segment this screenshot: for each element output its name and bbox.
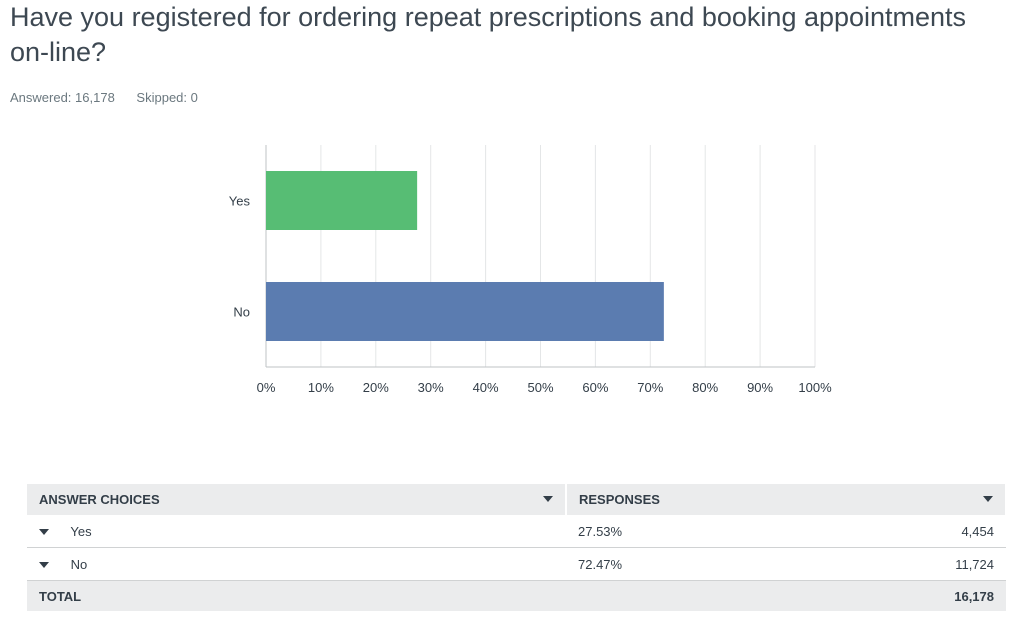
category-label: Yes [229, 194, 251, 209]
x-tick-label: 20% [363, 380, 389, 395]
x-tick-label: 90% [747, 380, 773, 395]
response-count: 4,454 [961, 523, 994, 539]
bar-no[interactable] [266, 282, 664, 341]
sort-down-icon[interactable] [543, 496, 553, 502]
category-label: No [233, 305, 250, 320]
response-count: 11,724 [955, 556, 994, 572]
x-tick-label: 60% [582, 380, 608, 395]
table-row: No 72.47% 11,724 [27, 547, 1006, 581]
x-tick-label: 70% [637, 380, 663, 395]
x-tick-label: 40% [473, 380, 499, 395]
skipped-count: Skipped: 0 [136, 90, 198, 105]
x-tick-label: 30% [418, 380, 444, 395]
x-tick-label: 80% [692, 380, 718, 395]
response-cell: 27.53% 4,454 [566, 515, 1006, 548]
answered-count: Answered: 16,178 [10, 90, 115, 105]
answer-choices-header[interactable]: ANSWER CHOICES [27, 484, 567, 515]
choice-cell[interactable]: No [27, 547, 566, 581]
choice-cell[interactable]: Yes [27, 515, 566, 548]
bar-chart: 0% 10% 20% 30% 40% 50% 60% 70% 80% 90% 100% Yes No [229, 145, 832, 395]
total-label: TOTAL [27, 580, 566, 611]
bar-yes[interactable] [266, 171, 418, 230]
responses-table: ANSWER CHOICES RESPONSES Yes 27.53% 4,45… [27, 484, 1007, 611]
total-row: TOTAL 16,178 [27, 580, 1006, 611]
responses-header[interactable]: RESPONSES [566, 484, 1007, 515]
x-tick-label: 0% [257, 380, 276, 395]
total-cell: 16,178 [566, 580, 1006, 611]
table-row: Yes 27.53% 4,454 [27, 515, 1006, 548]
response-cell: 72.47% 11,724 [566, 547, 1006, 581]
x-tick-label: 50% [527, 380, 553, 395]
response-percent: 72.47% [578, 556, 623, 572]
question-title: Have you registered for ordering repeat … [10, 2, 967, 67]
sort-down-icon[interactable] [983, 496, 993, 502]
total-count: 16,178 [954, 588, 994, 604]
x-tick-label: 100% [798, 380, 832, 395]
expand-caret-icon[interactable] [39, 562, 49, 569]
x-tick-label: 10% [308, 380, 334, 395]
response-percent: 27.53% [578, 523, 623, 539]
response-meta: Answered: 16,178 Skipped: 0 [10, 90, 216, 105]
expand-caret-icon[interactable] [39, 529, 49, 536]
